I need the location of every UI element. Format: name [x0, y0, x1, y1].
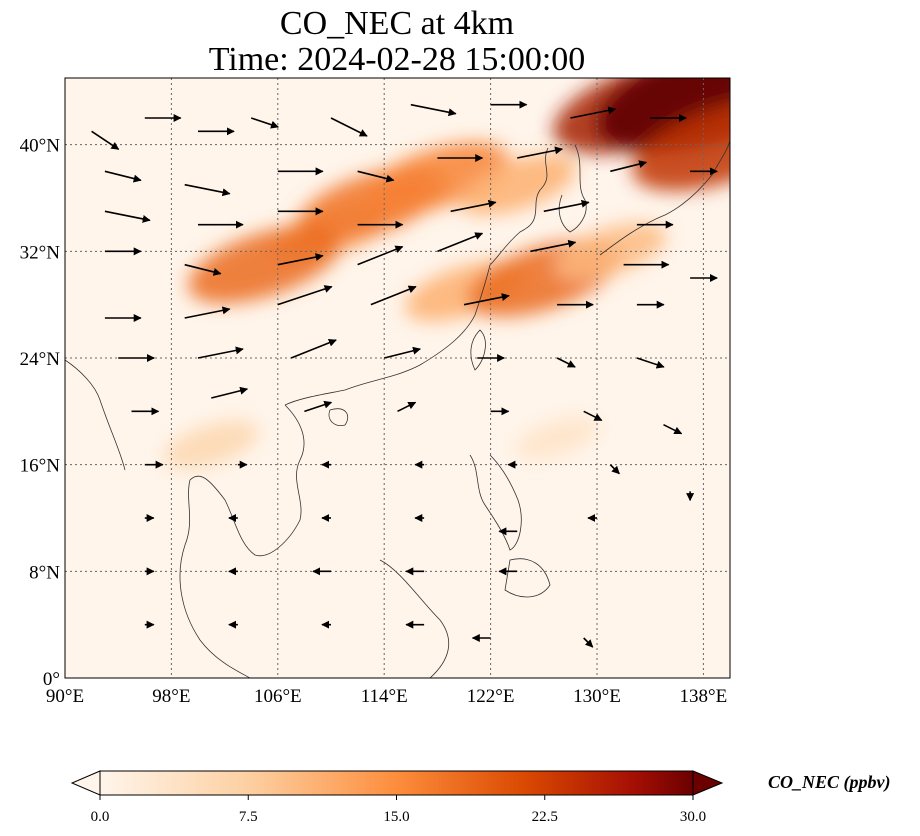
- wind-vector: [437, 232, 484, 253]
- colorbar-tick-label: 30.0: [680, 809, 706, 825]
- wind-vector: [104, 170, 142, 183]
- wind-vector: [184, 183, 231, 197]
- lon-tick-label: 106°E: [254, 686, 302, 707]
- coastline-mindanao: [504, 558, 551, 598]
- wind-vector: [290, 338, 337, 359]
- coastline-japan: [599, 139, 730, 256]
- wind-vector: [277, 285, 333, 306]
- lat-tick-label: 0°: [43, 669, 60, 690]
- lon-tick-label: 98°E: [152, 686, 190, 707]
- wind-vector: [104, 210, 151, 223]
- colorbar-tick-label: 22.5: [532, 809, 558, 825]
- wind-vector: [530, 239, 577, 253]
- lon-tick-label: 138°E: [680, 686, 728, 707]
- wind-vector: [211, 386, 249, 399]
- colorbar-tick-label: 7.5: [239, 809, 258, 825]
- wind-vector: [277, 253, 324, 266]
- co-plume-3: [366, 142, 509, 214]
- lon-tick-label: 90°E: [46, 686, 84, 707]
- colorbar-label: CO_NEC (ppbv): [768, 772, 891, 793]
- latitude-tick-labels: 0° 8°N 16°N 24°N 32°N 40°N: [20, 136, 61, 690]
- wind-vector: [556, 357, 576, 368]
- gridlines: [65, 78, 730, 678]
- wind-vector: [636, 357, 665, 369]
- wind-vector: [197, 346, 244, 359]
- wind-vector: [184, 263, 222, 276]
- wind-vector: [583, 637, 594, 648]
- wind-vector: [463, 293, 510, 306]
- lon-tick-label: 122°E: [467, 686, 515, 707]
- wind-vector-layer: [91, 100, 718, 648]
- colorbar-max-extend: [692, 770, 724, 796]
- coastline-china: [284, 147, 549, 406]
- map-title-line2: Time: 2024-02-28 15:00:00: [209, 41, 586, 78]
- coastline-myanmar: [65, 359, 126, 471]
- colorbar-gradient: [99, 770, 694, 796]
- wind-vector: [384, 346, 421, 359]
- map-panel: [65, 78, 730, 678]
- lat-tick-label: 16°N: [20, 456, 61, 477]
- wind-vector: [91, 130, 120, 150]
- wind-vector: [410, 103, 457, 117]
- lat-tick-label: 8°N: [29, 562, 60, 583]
- colorbar-ticks: 0.0 7.5 15.0 22.5 30.0: [91, 795, 706, 825]
- colorbar-tick-label: 0.0: [91, 809, 110, 825]
- co-plume-12: [515, 416, 599, 460]
- lon-tick-label: 114°E: [361, 686, 408, 707]
- wind-vector: [583, 410, 603, 422]
- lat-tick-label: 32°N: [20, 242, 61, 263]
- wind-vector: [570, 106, 617, 119]
- wind-vector: [609, 464, 620, 475]
- colorbar: 0.0 7.5 15.0 22.5 30.0 CO_NEC (ppbv): [70, 770, 891, 825]
- coastline-korea: [558, 144, 587, 233]
- coastline-layer: [65, 139, 730, 678]
- co-plume-10: [632, 98, 730, 191]
- wind-vector: [610, 160, 648, 173]
- wind-vector: [304, 400, 333, 413]
- wind-vector: [517, 146, 563, 159]
- coastline-indochina: [179, 404, 305, 678]
- coastline-philippines: [469, 454, 522, 551]
- co-plume-2: [187, 225, 342, 304]
- co-plume-9: [596, 78, 730, 153]
- wind-vector: [250, 117, 279, 129]
- lat-tick-label: 24°N: [20, 349, 61, 370]
- lon-tick-label: 130°E: [573, 686, 621, 707]
- colorbar-min-extend: [70, 770, 101, 796]
- wind-vector: [357, 245, 404, 266]
- wind-vector: [357, 170, 395, 183]
- colorbar-tick-label: 15.0: [383, 809, 409, 825]
- longitude-tick-labels: 90°E 98°E 106°E 114°E 122°E 130°E 138°E: [46, 686, 727, 707]
- wind-vector: [663, 423, 683, 435]
- map-title-line1: CO_NEC at 4km: [280, 5, 514, 42]
- wind-vector: [370, 285, 417, 306]
- wind-vector: [184, 306, 231, 319]
- coastline-hainan: [328, 408, 349, 427]
- wind-vector: [330, 117, 368, 137]
- wind-vector: [397, 401, 417, 413]
- lat-tick-label: 40°N: [20, 136, 61, 157]
- wind-vector: [543, 199, 590, 213]
- co-plume-11: [163, 420, 259, 469]
- coastline-borneo: [379, 559, 449, 678]
- coastline-taiwan: [470, 329, 486, 371]
- wind-vector: [450, 199, 497, 213]
- map-frame: [64, 77, 731, 679]
